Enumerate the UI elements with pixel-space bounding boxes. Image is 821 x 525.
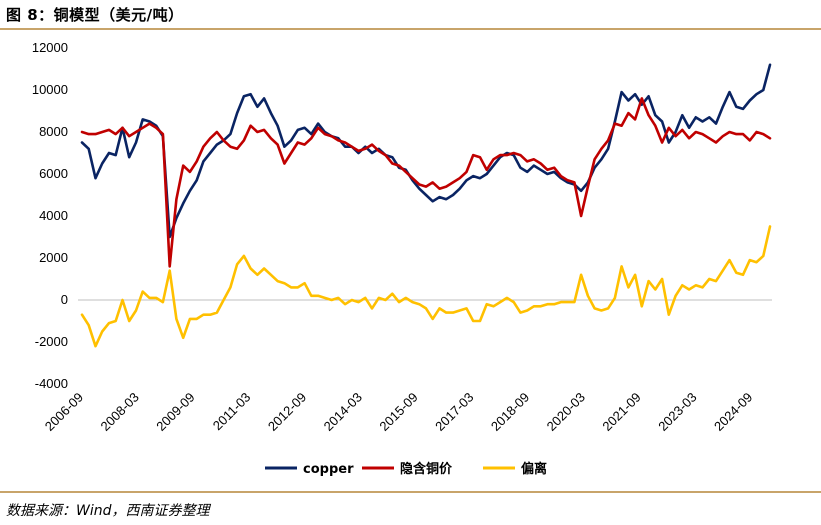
x-tick-label: 2012-09 <box>265 390 309 434</box>
y-axis: -4000 -2000 0 2000 4000 6000 8000 10000 12000 <box>32 40 68 391</box>
legend: copper 隐含铜价 偏离 <box>265 461 547 477</box>
x-tick-label: 2020-03 <box>544 390 588 434</box>
x-tick-label: 2024-09 <box>711 390 755 434</box>
y-tick-label: 0 <box>61 292 68 307</box>
x-tick-label: 2014-03 <box>321 390 365 434</box>
y-tick-label: 8000 <box>39 124 68 139</box>
legend-label-0: copper <box>303 462 354 477</box>
x-axis: 2006-09 2008-03 2009-09 2011-03 2012-09 2014-… <box>42 299 772 434</box>
x-tick-label: 2017-03 <box>432 390 476 434</box>
top-rule <box>0 28 821 30</box>
source-note: 数据来源：Wind，西南证券整理 <box>6 503 210 519</box>
x-tick-label: 2023-03 <box>655 390 699 434</box>
bottom-rule <box>0 491 821 493</box>
y-tick-label: 2000 <box>39 250 68 265</box>
series-line-0 <box>80 63 772 239</box>
series-line-2 <box>80 225 772 348</box>
y-tick-label: -4000 <box>35 376 68 391</box>
series-line-1 <box>80 97 772 268</box>
x-tick-label: 2006-09 <box>42 390 86 434</box>
series-lines <box>80 63 772 348</box>
y-tick-label: 4000 <box>39 208 68 223</box>
x-tick-label: 2009-09 <box>153 390 197 434</box>
y-tick-label: 10000 <box>32 82 68 97</box>
x-tick-label: 2011-03 <box>210 390 254 434</box>
x-tick-label: 2021-09 <box>599 390 643 434</box>
y-tick-label: 12000 <box>32 40 68 55</box>
y-tick-label: -2000 <box>35 334 68 349</box>
y-tick-label: 6000 <box>39 166 68 181</box>
legend-label-1: 隐含铜价 <box>400 461 453 477</box>
legend-label-2: 偏离 <box>521 461 547 477</box>
chart-title: 图 8：铜模型（美元/吨） <box>6 6 184 24</box>
x-tick-label: 2018-09 <box>488 390 532 434</box>
x-tick-label: 2008-03 <box>98 390 142 434</box>
x-tick-label: 2015-09 <box>376 390 420 434</box>
